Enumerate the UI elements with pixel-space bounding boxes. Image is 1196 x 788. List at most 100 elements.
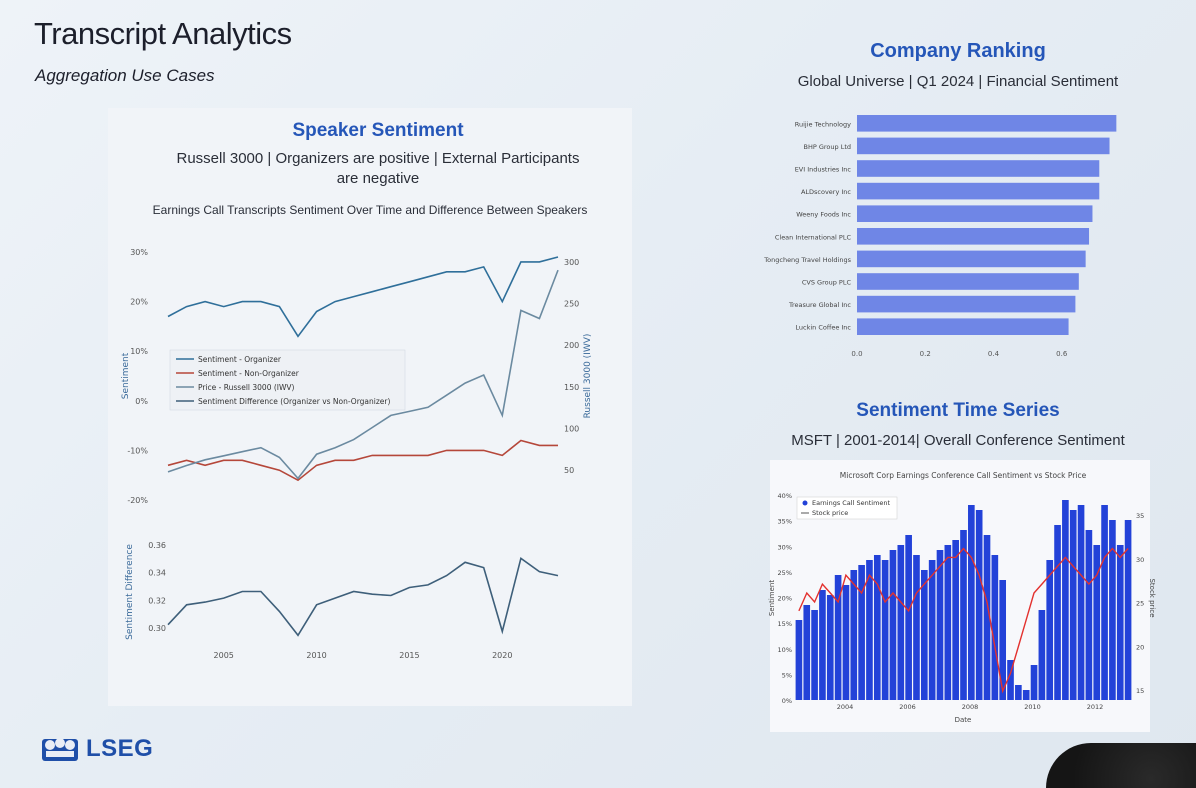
legend-item: Stock price xyxy=(812,509,848,517)
ranking-label: CVS Group PLC xyxy=(802,279,852,287)
y-tick-label: -20% xyxy=(127,496,148,505)
x-tick-label: 2015 xyxy=(399,651,419,660)
legend-item: Earnings Call Sentiment xyxy=(812,499,891,507)
lseg-logo: LSEG xyxy=(40,733,153,765)
difference-line xyxy=(167,556,559,637)
x-tick-label: 2008 xyxy=(962,703,979,711)
y2-tick-label: 15 xyxy=(1136,687,1144,695)
y2-tick-label: 250 xyxy=(564,300,579,309)
ranking-bar xyxy=(857,295,1076,313)
sentiment-bar xyxy=(803,605,811,700)
sentiment-bar xyxy=(952,540,959,700)
sentiment-bar xyxy=(889,550,897,700)
slide-title: Transcript Analytics xyxy=(34,16,292,51)
y-tick-label: 15% xyxy=(778,620,792,628)
speaker-sentiment-desc-line1: Russell 3000 | Organizers are positive |… xyxy=(176,150,580,167)
series-line-2 xyxy=(167,269,559,480)
y2-tick-label: 200 xyxy=(564,341,579,350)
legend-item: Sentiment - Non-Organizer xyxy=(198,369,300,378)
series-line-1 xyxy=(167,439,558,482)
speaker-sentiment-chart: 30% 20% 10% 0% -10% -20% 300 250 200 150 100 50 Sent… xyxy=(121,248,593,505)
y-tick-label: -10% xyxy=(127,446,148,455)
y-tick-label: 30% xyxy=(778,543,792,551)
y-tick-label: 5% xyxy=(782,671,792,679)
x-tick-label: 2006 xyxy=(899,703,916,711)
legend-box xyxy=(796,496,898,520)
y-tick-label: 20% xyxy=(130,298,148,307)
sentiment-bar xyxy=(1054,525,1061,700)
ranking-label: EVI Industries Inc xyxy=(795,166,852,174)
sentiment-bar xyxy=(975,510,983,700)
ranking-bar xyxy=(857,115,1117,132)
ranking-label: Clean International PLC xyxy=(775,233,852,241)
y-tick-label: 30% xyxy=(130,248,148,257)
sentiment-bar xyxy=(873,555,881,700)
company-ranking-chart: Ruijie Technology BHP Group Ltd EVI Indust… xyxy=(763,115,1117,358)
x-tick-label: 2005 xyxy=(214,651,234,660)
y2-tick-label: 35 xyxy=(1136,512,1144,520)
y-tick-label: 35% xyxy=(778,518,792,526)
series-line-0 xyxy=(167,256,559,338)
y-axis-label: Sentiment xyxy=(121,352,131,399)
y-tick-label: 0.34 xyxy=(148,569,166,578)
y-tick-label: 10% xyxy=(130,347,148,356)
y2-tick-label: 100 xyxy=(564,424,579,433)
sentiment-bar xyxy=(1109,520,1116,700)
ranking-label: ALDscovery Inc xyxy=(801,188,851,196)
lseg-emblem-icon xyxy=(42,738,78,761)
sentiment-bar xyxy=(960,530,967,700)
timeseries-heading: Sentiment Time Series xyxy=(856,400,1060,421)
legend: Earnings Call Sentiment Stock price xyxy=(796,496,898,520)
sentiment-bar xyxy=(1015,685,1022,700)
sentiment-bar xyxy=(1022,690,1030,700)
sentiment-bar xyxy=(1062,500,1069,700)
msft-sentiment-chart: Microsoft Corp Earnings Conference Call … xyxy=(768,460,1156,732)
y-tick-label: 10% xyxy=(778,646,792,654)
ranking-bar xyxy=(857,182,1100,200)
ranking-bar xyxy=(857,137,1110,155)
sentiment-bar xyxy=(944,545,952,700)
y-tick-label: 25% xyxy=(778,569,792,577)
legend-box xyxy=(169,349,406,411)
sentiment-bar xyxy=(1101,505,1108,700)
sentiment-bar xyxy=(968,505,975,700)
sentiment-bar xyxy=(913,555,920,700)
y-tick-label: 20% xyxy=(778,595,792,603)
legend-item: Sentiment Difference (Organizer vs Non-O… xyxy=(198,397,390,406)
sentiment-bar xyxy=(811,610,818,700)
sentiment-bar xyxy=(795,620,803,700)
x-tick-label: 2012 xyxy=(1087,703,1104,711)
sentiment-bar xyxy=(866,560,873,700)
speaker-sentiment-desc-line2: are negative xyxy=(336,170,420,187)
y-tick-label: 0.36 xyxy=(148,541,166,550)
ranking-label: Tongcheng Travel Holdings xyxy=(763,256,851,264)
x-tick-label: 2010 xyxy=(1024,703,1041,711)
sentiment-bar xyxy=(858,565,865,700)
y2-tick-label: 25 xyxy=(1136,600,1144,608)
sentiment-bar xyxy=(905,535,912,700)
sentiment-bar xyxy=(1046,560,1054,700)
legend-swatch xyxy=(802,500,808,506)
speaker-chart-title: Earnings Call Transcripts Sentiment Over… xyxy=(152,203,588,217)
x-tick-label: 0.0 xyxy=(851,350,862,358)
sentiment-bar xyxy=(991,555,999,700)
sentiment-bar xyxy=(1077,505,1085,700)
timeseries-desc: MSFT | 2001-2014| Overall Conference Sen… xyxy=(791,432,1125,449)
sentiment-bar xyxy=(897,545,905,700)
sentiment-difference-chart: 0.36 0.34 0.32 0.30 Sentiment Difference 2005… xyxy=(125,541,559,660)
sentiment-bar xyxy=(1085,530,1093,700)
ranking-label: Treasure Global Inc xyxy=(788,301,851,309)
sentiment-bar xyxy=(999,580,1007,700)
slide-subtitle: Aggregation Use Cases xyxy=(35,66,215,85)
ranking-label: Weeny Foods Inc xyxy=(796,211,851,219)
legend: Sentiment - Organizer Sentiment - Non-Org… xyxy=(169,349,406,411)
y-tick-label: 0.32 xyxy=(148,596,166,605)
speaker-sentiment-heading: Speaker Sentiment xyxy=(292,120,464,141)
y2-tick-label: 30 xyxy=(1136,556,1144,564)
chart-title: Microsoft Corp Earnings Conference Call … xyxy=(840,471,1087,480)
y2-axis-label: Russell 3000 (IWV) xyxy=(583,334,593,419)
y-tick-label: 40% xyxy=(778,492,792,500)
x-tick-label: 2010 xyxy=(306,651,326,660)
sentiment-bar xyxy=(1007,660,1014,700)
